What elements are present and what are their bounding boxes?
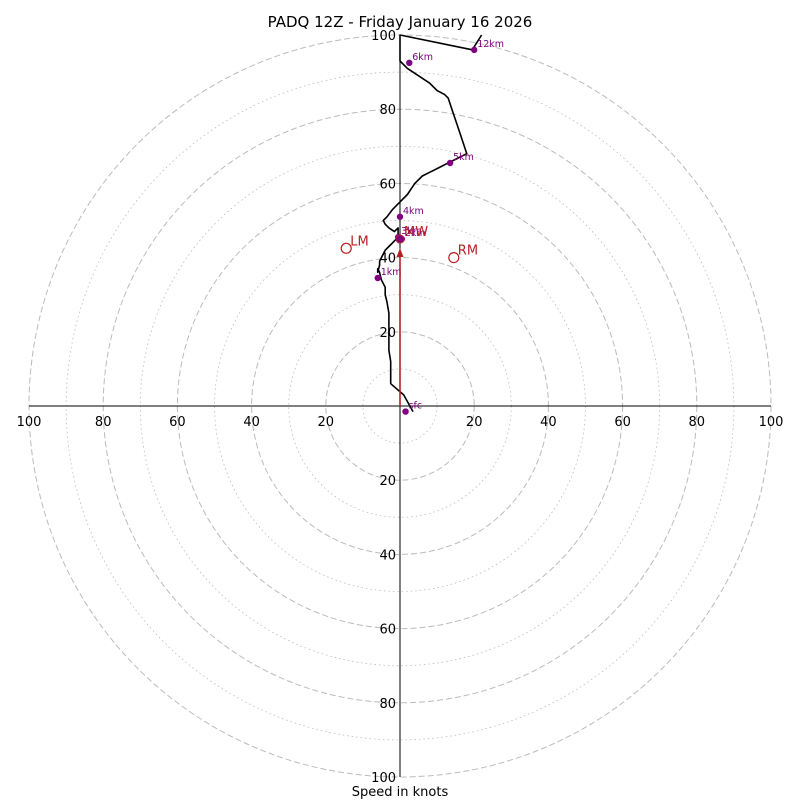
wind-profile bbox=[376, 34, 483, 412]
x-tick-label: 80 bbox=[95, 415, 112, 430]
y-tick-label: 60 bbox=[379, 177, 396, 192]
height-marker-dot bbox=[374, 274, 381, 282]
y-tick-label: 60 bbox=[379, 623, 396, 638]
y-tick-label: 20 bbox=[379, 326, 396, 341]
storm-motion-point bbox=[448, 252, 460, 264]
x-tick-label: 100 bbox=[17, 415, 42, 430]
height-marker-dot bbox=[396, 213, 404, 220]
x-tick-label: 20 bbox=[466, 415, 483, 430]
y-tick-label: 40 bbox=[379, 548, 396, 563]
height-marker-label: 12km bbox=[477, 39, 504, 50]
storm-motion-label: LM bbox=[350, 234, 368, 249]
x-axis-label: Speed in knots bbox=[352, 785, 449, 800]
height-marker-dot bbox=[406, 59, 413, 67]
storm-motion: LM MW RM bbox=[340, 225, 478, 406]
y-tick-label: 40 bbox=[379, 252, 396, 267]
wind-trace bbox=[376, 34, 483, 412]
y-tick-label: 100 bbox=[371, 771, 396, 786]
height-marker-label: sfc bbox=[409, 401, 423, 412]
x-tick-label: 60 bbox=[169, 415, 186, 430]
chart-title: PADQ 12Z - Friday January 16 2026 bbox=[268, 13, 533, 31]
y-tick-label: 20 bbox=[379, 474, 396, 489]
tick-labels: 100 80 60 40 20 20 40 60 80 100 20 40 60 80 100 20 40 60 8… bbox=[17, 29, 784, 786]
storm-motion-label: MW bbox=[404, 225, 428, 240]
x-tick-label: 40 bbox=[243, 415, 260, 430]
y-tick-label: 100 bbox=[371, 29, 396, 44]
height-marker-label: 6km bbox=[412, 52, 433, 63]
x-tick-label: 40 bbox=[540, 415, 557, 430]
storm-motion-arrowhead bbox=[396, 248, 404, 258]
height-marker-label: 5km bbox=[453, 152, 474, 163]
height-marker-label: 4km bbox=[403, 206, 424, 217]
height-marker-dot bbox=[471, 46, 478, 54]
y-tick-label: 80 bbox=[379, 697, 396, 712]
height-marker-label: 1km bbox=[381, 267, 402, 278]
x-tick-label: 80 bbox=[689, 415, 706, 430]
y-tick-label: 80 bbox=[379, 103, 396, 118]
x-tick-label: 100 bbox=[759, 415, 784, 430]
height-marker-label: 2km bbox=[405, 228, 426, 239]
storm-motion-point bbox=[340, 242, 352, 254]
height-marker-dot bbox=[402, 408, 409, 415]
x-tick-label: 60 bbox=[614, 415, 631, 430]
height-marker-dot bbox=[446, 159, 454, 167]
x-tick-label: 20 bbox=[318, 415, 335, 430]
mean-wind-point bbox=[395, 234, 405, 244]
storm-motion-label: RM bbox=[458, 244, 478, 259]
height-marker-label: 3km bbox=[401, 226, 422, 237]
